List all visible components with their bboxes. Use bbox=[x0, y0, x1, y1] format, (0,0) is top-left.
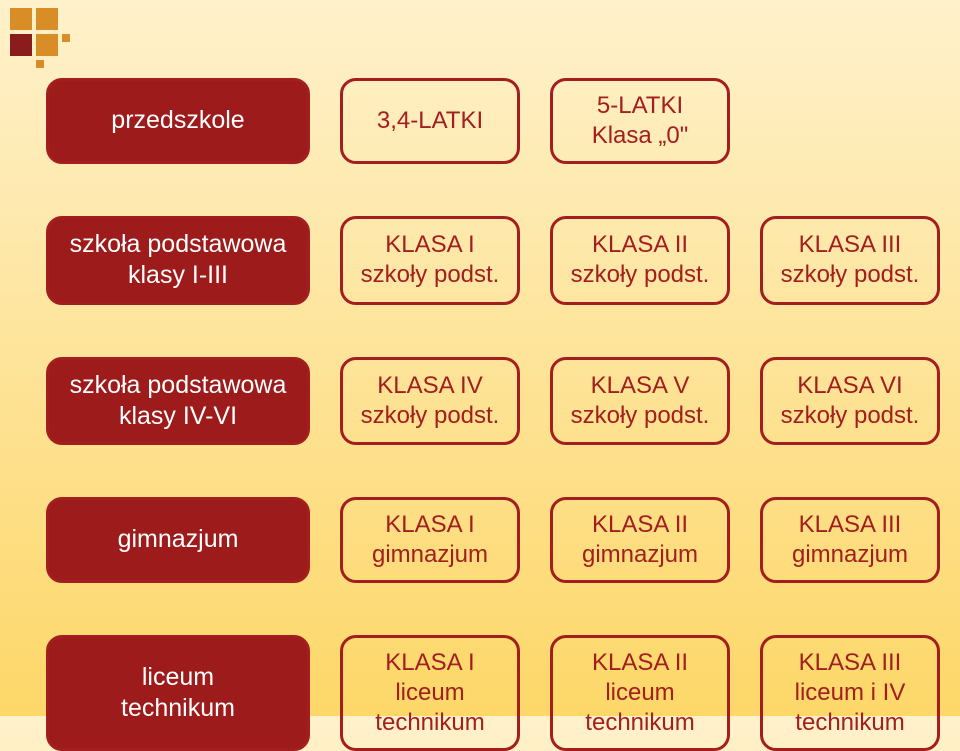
label-line1: gimnazjum bbox=[118, 524, 239, 555]
corner-decoration bbox=[0, 0, 120, 90]
cell-line2: Klasa „0" bbox=[592, 121, 689, 151]
row-label-gimnazjum: gimnazjum bbox=[46, 497, 310, 583]
cell-line2: gimnazjum bbox=[582, 540, 698, 570]
cell-line1: KLASA II bbox=[592, 648, 688, 678]
cell-line1: KLASA I bbox=[385, 230, 474, 260]
cell-line2: liceum bbox=[395, 678, 464, 708]
cell-line3: technikum bbox=[375, 708, 484, 738]
cell-klasa-5-sp: KLASA V szkoły podst. bbox=[550, 357, 730, 446]
cell-line2: szkoły podst. bbox=[361, 401, 500, 431]
cell-line1: KLASA VI bbox=[797, 371, 902, 401]
cell-line3: technikum bbox=[585, 708, 694, 738]
cell-klasa-1-lic: KLASA I liceum technikum bbox=[340, 635, 520, 751]
cell-line2: szkoły podst. bbox=[571, 401, 710, 431]
cell-line1: KLASA I bbox=[385, 648, 474, 678]
cell-5-latki: 5-LATKI Klasa „0" bbox=[550, 78, 730, 164]
cell-line2: szkoły podst. bbox=[571, 260, 710, 290]
cell-klasa-2-lic: KLASA II liceum technikum bbox=[550, 635, 730, 751]
label-line1: liceum bbox=[142, 662, 214, 693]
cell-line2: szkoły podst. bbox=[361, 260, 500, 290]
label-line2: klasy I-III bbox=[128, 260, 228, 291]
label-line1: szkoła podstawowa bbox=[70, 229, 287, 260]
cell-line1: KLASA II bbox=[592, 510, 688, 540]
cell-klasa-4-sp: KLASA IV szkoły podst. bbox=[340, 357, 520, 446]
label-line2: technikum bbox=[121, 693, 235, 724]
cell-klasa-1-gim: KLASA I gimnazjum bbox=[340, 497, 520, 583]
label-line2: klasy IV-VI bbox=[119, 401, 237, 432]
cell-klasa-2-sp: KLASA II szkoły podst. bbox=[550, 216, 730, 305]
row-label-przedszkole: przedszkole bbox=[46, 78, 310, 164]
label-text: przedszkole bbox=[111, 105, 244, 136]
cell-line1: KLASA III bbox=[799, 230, 902, 260]
cell-klasa-3-lic: KLASA III liceum i IV technikum bbox=[760, 635, 940, 751]
cell-klasa-1-sp: KLASA I szkoły podst. bbox=[340, 216, 520, 305]
cell-line1: 3,4-LATKI bbox=[377, 106, 483, 136]
cell-line2: liceum i IV bbox=[795, 678, 906, 708]
cell-klasa-2-gim: KLASA II gimnazjum bbox=[550, 497, 730, 583]
cell-line2: szkoły podst. bbox=[781, 401, 920, 431]
cell-klasa-3-sp: KLASA III szkoły podst. bbox=[760, 216, 940, 305]
cell-line2: gimnazjum bbox=[372, 540, 488, 570]
cell-line1: 5-LATKI bbox=[597, 91, 683, 121]
education-grid: przedszkole 3,4-LATKI 5-LATKI Klasa „0" … bbox=[46, 78, 914, 751]
cell-line3: technikum bbox=[795, 708, 904, 738]
row-label-liceum: liceum technikum bbox=[46, 635, 310, 751]
row-label-sp-4-6: szkoła podstawowa klasy IV-VI bbox=[46, 357, 310, 446]
cell-3-4-latki: 3,4-LATKI bbox=[340, 78, 520, 164]
cell-line2: szkoły podst. bbox=[781, 260, 920, 290]
label-line1: szkoła podstawowa bbox=[70, 370, 287, 401]
cell-line1: KLASA II bbox=[592, 230, 688, 260]
cell-line1: KLASA III bbox=[799, 510, 902, 540]
cell-line1: KLASA I bbox=[385, 510, 474, 540]
cell-line1: KLASA IV bbox=[377, 371, 482, 401]
row-label-sp-1-3: szkoła podstawowa klasy I-III bbox=[46, 216, 310, 305]
cell-klasa-6-sp: KLASA VI szkoły podst. bbox=[760, 357, 940, 446]
cell-line1: KLASA III bbox=[799, 648, 902, 678]
cell-line2: gimnazjum bbox=[792, 540, 908, 570]
cell-klasa-3-gim: KLASA III gimnazjum bbox=[760, 497, 940, 583]
cell-line1: KLASA V bbox=[591, 371, 690, 401]
cell-line2: liceum bbox=[605, 678, 674, 708]
